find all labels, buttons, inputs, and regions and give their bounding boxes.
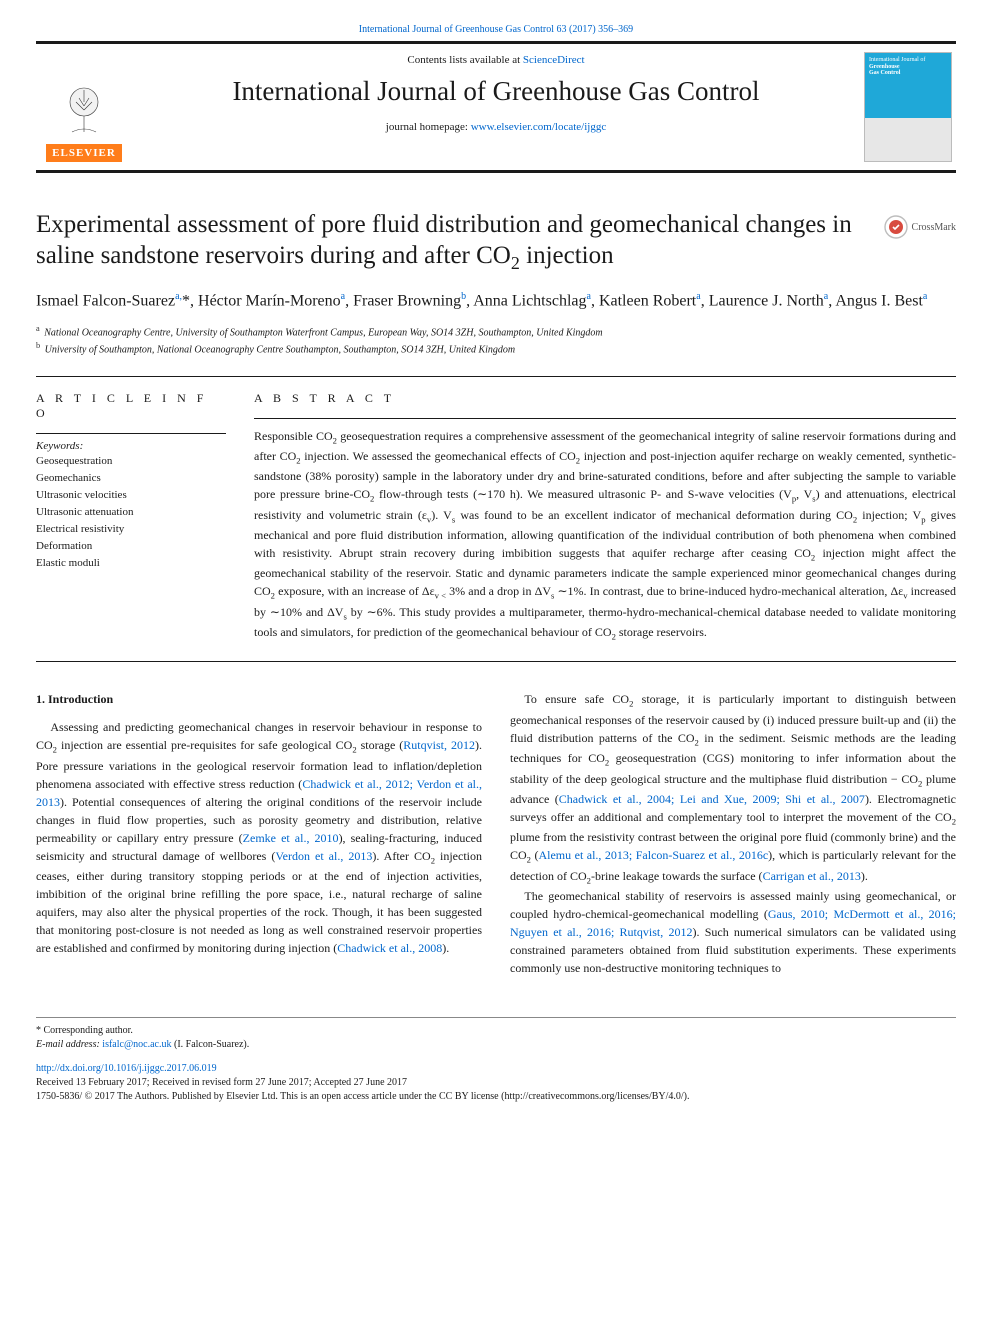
journal-homepage-link[interactable]: www.elsevier.com/locate/ijggc <box>471 121 607 133</box>
keywords-label: Keywords: <box>36 440 226 452</box>
citation-link[interactable]: Verdon et al., 2013 <box>275 849 372 863</box>
homepage-line: journal homepage: www.elsevier.com/locat… <box>142 121 850 133</box>
corresponding-email-link[interactable]: isfalc@noc.ac.uk <box>102 1039 171 1050</box>
masthead-center: Contents lists available at ScienceDirec… <box>142 52 850 162</box>
elsevier-tree-icon <box>58 82 110 138</box>
sciencedirect-link[interactable]: ScienceDirect <box>523 54 585 66</box>
elsevier-wordmark: ELSEVIER <box>46 144 122 162</box>
citation-link[interactable]: Chadwick et al., 2012; Verdon et al., 20… <box>36 777 482 809</box>
contents-prefix: Contents lists available at <box>407 54 522 66</box>
masthead: ELSEVIER Contents lists available at Sci… <box>36 41 956 173</box>
journal-name: International Journal of Greenhouse Gas … <box>142 76 850 107</box>
footnotes: * Corresponding author. E-mail address: … <box>36 1017 956 1052</box>
email-line: E-mail address: isfalc@noc.ac.uk (I. Fal… <box>36 1038 956 1052</box>
body-paragraph: Assessing and predicting geomechanical c… <box>36 718 482 957</box>
journal-cover-thumbnail: International Journal of GreenhouseGas C… <box>864 52 952 162</box>
history-line: Received 13 February 2017; Received in r… <box>36 1076 956 1090</box>
section-heading: 1. Introduction <box>36 690 482 708</box>
journal-citation-line: International Journal of Greenhouse Gas … <box>36 24 956 35</box>
publisher-block: ELSEVIER <box>36 52 132 162</box>
citation-link[interactable]: Rutqvist, 2012 <box>403 738 475 752</box>
citation-link[interactable]: Chadwick et al., 2008 <box>337 941 442 955</box>
crossmark-icon <box>884 215 908 239</box>
body-column-left: 1. Introduction Assessing and predicting… <box>36 690 482 976</box>
license-line: 1750-5836/ © 2017 The Authors. Published… <box>36 1090 956 1104</box>
abstract-rule <box>254 418 956 419</box>
keyword-item: Geomechanics <box>36 470 226 487</box>
keyword-item: Ultrasonic attenuation <box>36 504 226 521</box>
affiliations: a National Oceanography Centre, Universi… <box>36 323 956 358</box>
author-list: Ismael Falcon-Suareza,*, Héctor Marín-Mo… <box>36 289 956 313</box>
info-rule <box>36 433 226 434</box>
section-rule <box>36 376 956 377</box>
contents-line: Contents lists available at ScienceDirec… <box>142 54 850 66</box>
article-footer: http://dx.doi.org/10.1016/j.ijggc.2017.0… <box>36 1062 956 1104</box>
affiliation-b: b University of Southampton, National Oc… <box>36 340 956 357</box>
article-title: Experimental assessment of pore fluid di… <box>36 209 872 275</box>
keywords-list: GeosequestrationGeomechanicsUltrasonic v… <box>36 453 226 572</box>
affiliation-a: a National Oceanography Centre, Universi… <box>36 323 956 340</box>
citation-link[interactable]: Carrigan et al., 2013 <box>763 869 861 883</box>
keyword-item: Ultrasonic velocities <box>36 487 226 504</box>
doi-link[interactable]: http://dx.doi.org/10.1016/j.ijggc.2017.0… <box>36 1063 217 1074</box>
cover-thumb-block: International Journal of GreenhouseGas C… <box>860 52 956 162</box>
section-rule <box>36 661 956 662</box>
keyword-item: Geosequestration <box>36 453 226 470</box>
keyword-item: Electrical resistivity <box>36 521 226 538</box>
body-column-right: To ensure safe CO2 storage, it is partic… <box>510 690 956 976</box>
abstract-text: Responsible CO2 geosequestration require… <box>254 427 956 644</box>
homepage-prefix: journal homepage: <box>386 121 471 133</box>
corresponding-author-note: * Corresponding author. <box>36 1024 956 1038</box>
keyword-item: Deformation <box>36 538 226 555</box>
citation-link[interactable]: Gaus, 2010; McDermott et al., 2016; Nguy… <box>510 907 956 939</box>
citation-link[interactable]: Zemke et al., 2010 <box>243 831 339 845</box>
citation-link[interactable]: Alemu et al., 2013; Falcon-Suarez et al.… <box>538 848 768 862</box>
body-columns: 1. Introduction Assessing and predicting… <box>36 690 956 976</box>
abstract-heading: A B S T R A C T <box>254 391 956 406</box>
abstract-column: A B S T R A C T Responsible CO2 geoseque… <box>254 391 956 644</box>
crossmark-label: CrossMark <box>912 222 956 233</box>
crossmark-badge[interactable]: CrossMark <box>884 215 956 239</box>
citation-link[interactable]: Chadwick et al., 2004; Lei and Xue, 2009… <box>559 792 865 806</box>
body-paragraph: To ensure safe CO2 storage, it is partic… <box>510 690 956 976</box>
keyword-item: Elastic moduli <box>36 555 226 572</box>
article-info-column: A R T I C L E I N F O Keywords: Geoseque… <box>36 391 226 644</box>
article-info-heading: A R T I C L E I N F O <box>36 391 226 421</box>
cover-title-text: International Journal of GreenhouseGas C… <box>869 57 925 77</box>
